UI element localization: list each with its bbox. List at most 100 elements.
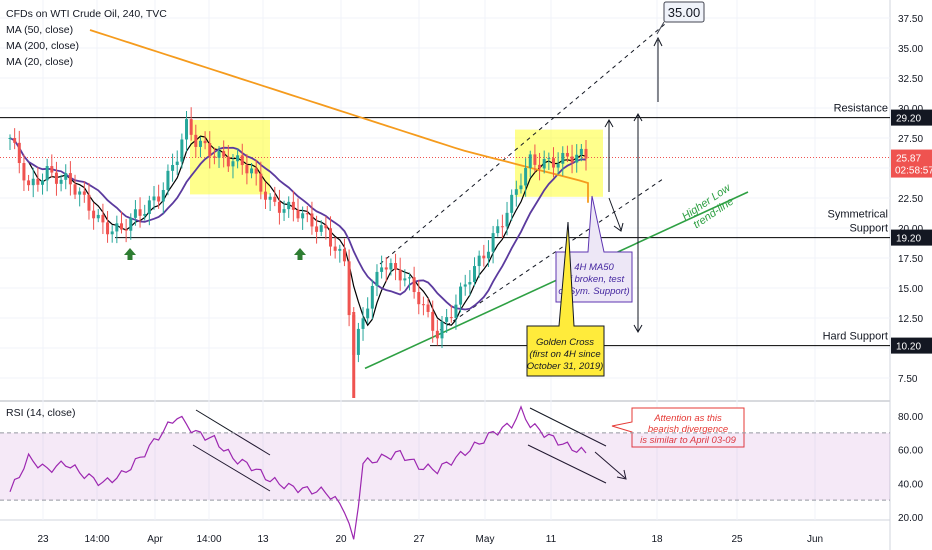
candle-body — [101, 214, 105, 223]
candle-body — [361, 318, 365, 329]
candle-body — [366, 308, 370, 319]
candle-body — [384, 267, 388, 270]
candle-body — [175, 161, 179, 165]
candle-body — [13, 138, 17, 143]
rsi-divergence-line-2a — [529, 407, 607, 447]
candle-body — [579, 148, 583, 155]
candle-body — [166, 170, 170, 190]
x-tick-label: 23 — [37, 534, 49, 545]
candle-body — [394, 263, 398, 270]
candle-body — [143, 214, 147, 216]
candle-body — [496, 226, 500, 234]
x-tick-label: Apr — [147, 534, 163, 545]
axes: 37.5035.0032.5030.0027.5025.0022.5020.00… — [37, 14, 932, 545]
candle-body — [31, 178, 35, 186]
candle-body — [412, 277, 416, 293]
drop-arrow-shaft — [608, 197, 622, 231]
candle-body — [421, 304, 425, 306]
legend-ma200: MA (200, close) — [6, 40, 79, 52]
candle-body — [147, 200, 151, 215]
candle-body — [463, 284, 467, 287]
candle-body — [338, 248, 342, 251]
candle-body — [459, 286, 463, 305]
chart-legend: CFDs on WTI Crude Oil, 240, TVC MA (50, … — [6, 6, 167, 70]
candle-body — [454, 304, 458, 318]
rsi-arrow-head — [616, 469, 627, 480]
candle-body — [157, 196, 161, 202]
ma50-note-line: 4H MA50 — [574, 262, 614, 273]
y-tick-label: 27.50 — [898, 134, 923, 145]
level-price-label: 29.20 — [896, 114, 921, 125]
x-tick-label: 25 — [731, 534, 743, 545]
candle-body — [27, 180, 31, 186]
candle-body — [96, 214, 100, 219]
candle-body — [41, 180, 45, 185]
candle-body — [231, 161, 235, 167]
candle-body — [180, 139, 184, 162]
price-levels: Resistance Symmetrical Support Hard Support — [0, 103, 890, 347]
candle-body — [380, 267, 384, 272]
y-tick-label: 37.50 — [898, 14, 923, 25]
candle-body — [398, 269, 402, 281]
candle-body — [407, 277, 411, 279]
grid — [0, 0, 891, 550]
candle-body — [78, 191, 82, 195]
candle-body — [468, 282, 472, 285]
golden-cross-note-line: (first on 4H since — [529, 349, 600, 360]
target-arrow-head — [653, 36, 663, 47]
rsi-divergence-line-2b — [527, 444, 607, 484]
candle-body — [22, 163, 26, 181]
y-tick-label: 12.50 — [898, 314, 923, 325]
rsi-legend: RSI (14, close) — [6, 407, 76, 419]
candle-body — [245, 165, 249, 174]
candle-body — [208, 143, 212, 157]
ma50-note-line: (if broken, test — [564, 274, 625, 285]
level-price-label: 19.20 — [896, 234, 921, 245]
current-price-tag — [891, 149, 932, 178]
candle-body — [92, 210, 96, 219]
divergence-note-line: Attention as this — [653, 413, 722, 424]
candle-body — [194, 134, 198, 147]
x-tick-label: 20 — [335, 534, 347, 545]
candle-body — [375, 271, 379, 287]
golden-cross-callout — [526, 221, 605, 377]
candle-body — [514, 189, 518, 195]
candle-body — [403, 278, 407, 281]
candle-body — [110, 231, 114, 235]
candle-body — [482, 255, 486, 259]
rsi-arrow-shaft — [594, 451, 626, 479]
candle-body — [315, 226, 319, 232]
candle-body — [301, 213, 305, 219]
candle-body — [36, 178, 40, 185]
candle-body — [273, 196, 277, 202]
candle-body — [296, 209, 300, 219]
x-tick-label: 14:00 — [196, 534, 221, 545]
candle-body — [8, 138, 12, 139]
candle-body — [152, 196, 156, 201]
x-tick-label: 11 — [546, 534, 557, 545]
candle-body — [59, 179, 63, 184]
candle-body — [171, 164, 175, 171]
y-tick-label: 30.00 — [898, 104, 923, 115]
candle-body — [263, 191, 267, 200]
candle-body — [486, 251, 490, 259]
channel-upper — [379, 23, 666, 265]
candle-body — [519, 185, 523, 190]
candle-body — [17, 142, 21, 164]
ma50-note-line: of Sym. Support) — [558, 286, 629, 297]
rsi-y-tick-label: 80.00 — [898, 412, 923, 423]
candle-body — [212, 156, 216, 158]
candle-body — [189, 119, 193, 135]
candle-body — [561, 152, 565, 164]
x-tick-label: 18 — [651, 534, 663, 545]
candle-body — [236, 155, 240, 162]
candle-body — [203, 140, 207, 144]
candle-body — [240, 155, 244, 166]
candle-body — [477, 255, 481, 267]
candle-body — [575, 154, 579, 163]
candle-body — [305, 213, 309, 215]
candle-body — [500, 226, 504, 228]
candle-body — [542, 158, 546, 169]
candle-body — [87, 194, 91, 211]
